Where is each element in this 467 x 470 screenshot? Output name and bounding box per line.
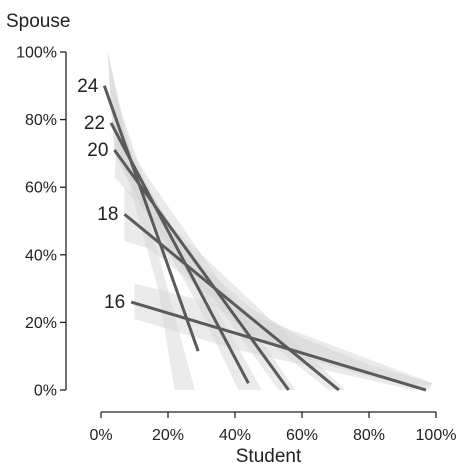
series-label-20: 20 [87, 140, 108, 161]
y-tick-label: 20% [25, 315, 57, 332]
series-line-18 [123, 213, 340, 392]
y-tick-label: 80% [25, 112, 57, 129]
y-tick-label: 40% [25, 247, 57, 264]
series-line-22 [109, 122, 250, 384]
series-label-22: 22 [84, 113, 105, 134]
series-line-16 [130, 300, 427, 392]
series-line-24 [102, 85, 200, 352]
series-label-18: 18 [97, 204, 118, 225]
y-axis-title: Spouse [6, 11, 70, 32]
series-lines [102, 85, 427, 392]
confidence-bands [107, 52, 433, 390]
series-label-16: 16 [104, 292, 125, 313]
x-tick-label: 80% [353, 427, 385, 444]
x-tick-label: 40% [219, 427, 251, 444]
y-tick-label: 100% [16, 45, 57, 62]
axes [65, 52, 436, 413]
series-label-24: 24 [77, 76, 99, 97]
y-tick-label: 0% [34, 383, 57, 400]
x-tick-label: 20% [152, 427, 184, 444]
tick-labels: 0% 20% 40% 60% 80% 100% 0% 20% 40% 60% 80% 100% [16, 45, 456, 445]
series-line-20 [113, 149, 290, 391]
tick-marks [60, 51, 437, 418]
series-labels: 24 22 20 18 16 [77, 76, 125, 313]
x-tick-label: 60% [286, 427, 318, 444]
y-tick-label: 60% [25, 180, 57, 197]
x-axis-title: Student [236, 446, 302, 467]
x-tick-label: 100% [416, 427, 457, 444]
x-tick-label: 0% [89, 427, 112, 444]
